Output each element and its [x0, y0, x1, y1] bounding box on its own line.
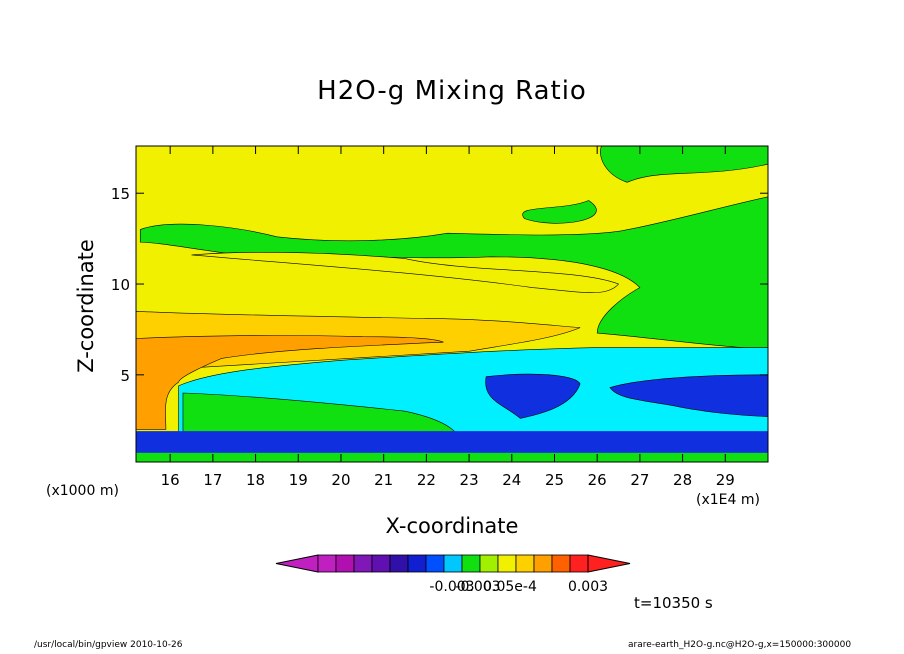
colorbar-arrow-left	[275, 554, 319, 573]
x-tick-label-23: 23	[460, 471, 479, 489]
x-tick-label-24: 24	[502, 471, 521, 489]
colorbar-cell-1	[335, 554, 355, 573]
colorbar-cell-12	[533, 554, 553, 573]
colorbar-arrow-right	[587, 554, 631, 573]
x-tick-label-16: 16	[161, 471, 180, 489]
x-tick-label-21: 21	[374, 471, 393, 489]
chart-title: H2O-g Mixing Ratio	[317, 76, 587, 106]
x-tick-label-28: 28	[673, 471, 692, 489]
colorbar-cell-2	[353, 554, 373, 573]
colorbar-cell-8	[461, 554, 481, 573]
plot-frame	[135, 145, 769, 463]
colorbar-cell-0	[317, 554, 337, 573]
y-tick-label-5: 5	[120, 367, 130, 385]
region-mid-high	[135, 335, 444, 430]
x-tick-label-18: 18	[246, 471, 265, 489]
colorbar-cell-6	[425, 554, 445, 573]
colorbar-cell-11	[515, 554, 535, 573]
footer-left: /usr/local/bin/gpview 2010-10-26	[34, 640, 183, 650]
colorbar-label-0: -0.003	[429, 579, 474, 595]
colorbar-label-2: 0.05e-4	[483, 579, 537, 595]
footer-right: arare-earth_H2O-g.nc@H2O-g,x=150000:3000…	[628, 640, 852, 650]
x-tick-label-27: 27	[630, 471, 649, 489]
x-tick-label-20: 20	[331, 471, 350, 489]
region-low-patch-2	[609, 374, 769, 417]
x-unit-label: (x1000 m)	[46, 483, 119, 499]
region-low-patch-1	[485, 373, 581, 419]
x-unit-label-secondary: (x1E4 m)	[696, 492, 760, 508]
y-tick-label-15: 15	[111, 185, 130, 203]
x-axis-label: X-coordinate	[385, 514, 519, 538]
time-label: t=10350 s	[634, 594, 713, 612]
colorbar-cell-10	[497, 554, 517, 573]
x-tick-label-29: 29	[716, 471, 735, 489]
colorbar-cell-13	[551, 554, 571, 573]
colorbar-label-1: -0.003	[455, 579, 500, 595]
region-surface-band	[136, 452, 768, 462]
colorbar-cell-3	[371, 554, 391, 573]
y-axis-label: Z-coordinate	[74, 239, 98, 373]
colorbar-cell-4	[389, 554, 409, 573]
x-tick-label-26: 26	[588, 471, 607, 489]
x-tick-label-25: 25	[545, 471, 564, 489]
y-tick-label-10: 10	[111, 276, 130, 294]
colorbar-label-3: 0.003	[568, 579, 608, 595]
x-tick-label-17: 17	[203, 471, 222, 489]
x-tick-label-22: 22	[417, 471, 436, 489]
colorbar-cell-14	[569, 554, 589, 573]
colorbar-cell-5	[407, 554, 427, 573]
colorbar-cell-9	[479, 554, 499, 573]
colorbar-cell-7	[443, 554, 463, 573]
x-tick-label-19: 19	[289, 471, 308, 489]
region-upper-moist-patch	[522, 200, 597, 224]
region-upper-gap	[191, 251, 620, 293]
region-upper-moist-top	[600, 145, 769, 183]
region-low-band	[136, 431, 768, 453]
